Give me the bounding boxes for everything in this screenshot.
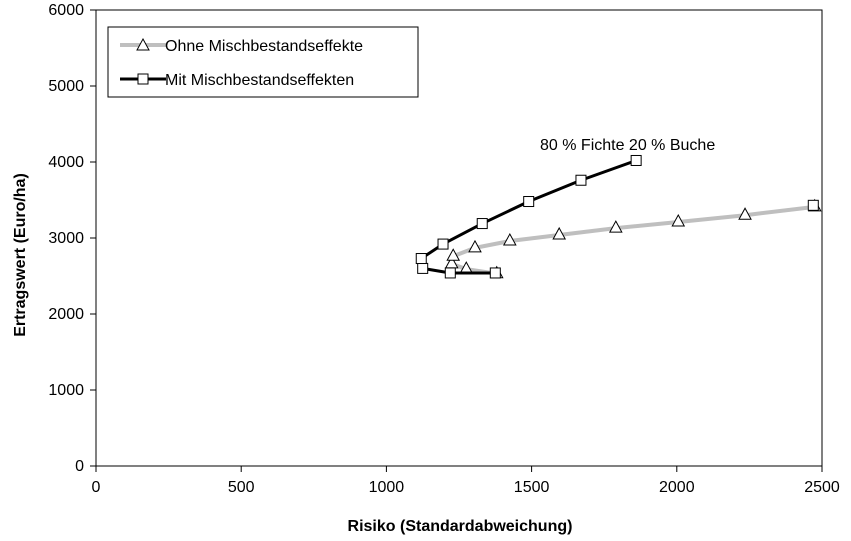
- legend-label-ohne: Ohne Mischbestandseffekte: [165, 38, 363, 55]
- data-point-square: [415, 253, 427, 265]
- data-point-square: [437, 238, 449, 250]
- y-tick-label: 6000: [48, 2, 84, 19]
- data-point-triangle: [671, 213, 686, 227]
- legend: Ohne Mischbestandseffekte Mit Mischbesta…: [107, 26, 419, 98]
- y-tick-label: 2000: [48, 306, 84, 323]
- data-point-triangle: [608, 220, 623, 233]
- annotation-label: 80 % Fichte 20 % Buche: [540, 137, 715, 154]
- data-point-square: [444, 267, 456, 279]
- data-point-triangle: [468, 239, 482, 253]
- series-2: [807, 199, 819, 211]
- legend-marker-triangle: [136, 37, 150, 51]
- data-point-square: [630, 154, 642, 166]
- y-tick-label: 1000: [48, 382, 84, 399]
- x-tick-label: 1000: [369, 479, 405, 496]
- legend-box: [107, 26, 419, 98]
- x-tick-label: 0: [92, 479, 101, 496]
- series-0: [444, 198, 822, 279]
- data-point-triangle: [502, 232, 517, 246]
- x-tick-label: 2000: [659, 479, 695, 496]
- y-axis-title: Ertragswert (Euro/ha): [12, 173, 29, 337]
- x-tick-label: 2500: [804, 479, 840, 496]
- legend-label-mit: Mit Mischbestandseffekten: [165, 72, 354, 89]
- data-point-square: [807, 199, 819, 211]
- x-axis-title: Risiko (Standardabweichung): [348, 518, 573, 535]
- data-point-square: [417, 262, 429, 274]
- x-tick-label: 500: [228, 479, 255, 496]
- y-tick-label: 5000: [48, 78, 84, 95]
- plot-area: [415, 154, 822, 279]
- y-tick-label: 0: [75, 458, 84, 475]
- data-point-square: [575, 174, 587, 186]
- axes: [90, 9, 823, 472]
- data-point-triangle: [738, 207, 752, 220]
- tick-labels: 0 500 1000 1500 2000 2500 0 1000 2000 3000 4000 500…: [48, 2, 839, 496]
- data-point-square: [523, 196, 535, 208]
- y-tick-label: 3000: [48, 230, 84, 247]
- data-point-triangle: [446, 248, 461, 261]
- legend-marker-square: [137, 73, 149, 85]
- data-point-square: [476, 218, 488, 230]
- data-point-triangle: [552, 226, 567, 240]
- y-tick-label: 4000: [48, 154, 84, 171]
- data-point-square: [489, 267, 501, 279]
- x-tick-label: 1500: [514, 479, 550, 496]
- series-1: [415, 154, 642, 279]
